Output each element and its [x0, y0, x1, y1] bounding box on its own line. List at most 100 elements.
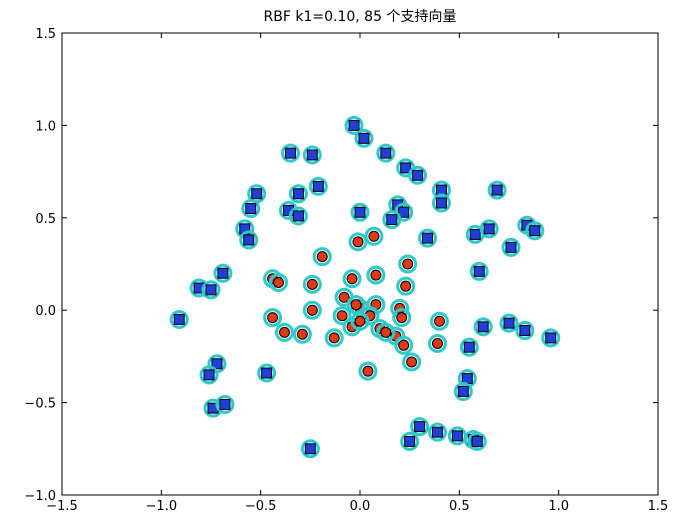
circle-point — [370, 269, 382, 281]
square-point — [545, 332, 557, 344]
support-vector-ring — [408, 165, 428, 185]
square-point — [505, 241, 517, 253]
square-point — [503, 317, 515, 329]
square-point — [205, 284, 217, 296]
circle-point — [336, 310, 348, 322]
circle-point — [296, 328, 308, 340]
square-point — [519, 325, 531, 337]
square-point — [203, 369, 215, 381]
support-vector-ring — [453, 382, 473, 402]
circle-point — [398, 339, 410, 351]
square-point — [529, 225, 541, 237]
circle-point — [433, 315, 445, 327]
support-vector-ring — [302, 300, 322, 320]
square-point — [491, 184, 503, 196]
circle-point — [338, 291, 350, 303]
support-vector-ring — [376, 143, 396, 163]
circle-point — [362, 365, 374, 377]
x-tick-label: −0.5 — [245, 499, 277, 514]
support-vector-ring — [342, 269, 362, 289]
support-vector-ring — [324, 328, 344, 348]
square-point — [251, 188, 263, 200]
x-tick-label: 1.5 — [648, 499, 669, 514]
support-vector-ring — [213, 263, 233, 283]
square-point — [483, 223, 495, 235]
square-point — [217, 267, 229, 279]
square-point — [312, 180, 324, 192]
circle-point — [380, 326, 392, 338]
circle-point — [306, 304, 318, 316]
support-vector-ring — [302, 145, 322, 165]
support-vector-ring — [257, 363, 277, 383]
support-vector-ring — [346, 295, 366, 315]
y-tick-label: 0.0 — [35, 304, 56, 319]
square-point — [400, 162, 412, 174]
support-vector-ring — [501, 237, 521, 257]
support-vector-ring — [288, 206, 308, 226]
square-point — [477, 321, 489, 333]
support-vector-ring — [354, 128, 374, 148]
support-vector-ring — [473, 317, 493, 337]
support-vector-ring — [239, 230, 259, 250]
y-tick-label: −1.0 — [24, 489, 56, 504]
support-vector-ring — [382, 210, 402, 230]
square-point — [261, 367, 273, 379]
square-point — [463, 341, 475, 353]
circle-point — [406, 356, 418, 368]
support-vector-ring — [280, 143, 300, 163]
square-point — [380, 147, 392, 159]
support-vector-ring — [427, 422, 447, 442]
support-vector-ring — [541, 328, 561, 348]
support-vector-ring — [515, 321, 535, 341]
support-vector-ring — [348, 232, 368, 252]
support-vector-ring — [400, 431, 420, 451]
circle-point — [354, 315, 366, 327]
support-vector-ring — [300, 439, 320, 459]
support-vector-ring — [479, 219, 499, 239]
square-point — [358, 132, 370, 144]
support-vector-ring — [350, 311, 370, 331]
square-point — [435, 197, 447, 209]
square-point — [243, 234, 255, 246]
support-vector-ring — [275, 322, 295, 342]
support-vector-ring — [199, 365, 219, 385]
x-tick-label: −1.5 — [46, 499, 78, 514]
square-point — [211, 358, 223, 370]
square-point — [354, 206, 366, 218]
x-tick-label: 1.0 — [548, 499, 569, 514]
square-point — [469, 228, 481, 240]
support-vector-ring — [431, 193, 451, 213]
circle-point — [306, 278, 318, 290]
support-vector-ring — [418, 228, 438, 248]
x-tick-label: 0.5 — [449, 499, 470, 514]
support-vector-ring — [467, 431, 487, 451]
support-vector-ring — [459, 337, 479, 357]
support-vector-ring — [169, 309, 189, 329]
square-point — [348, 119, 360, 131]
support-vector-ring — [292, 324, 312, 344]
chart-title: RBF k1=0.10, 85 个支持向量 — [264, 9, 457, 25]
support-vector-ring — [398, 254, 418, 274]
plot-marks — [169, 115, 561, 459]
support-vector-ring — [269, 272, 289, 292]
x-tick-label: 0.0 — [350, 499, 371, 514]
square-point — [404, 435, 416, 447]
support-vector-ring — [427, 333, 447, 353]
support-vector-ring — [376, 322, 396, 342]
y-tick-label: 1.5 — [35, 27, 56, 42]
circle-point — [396, 312, 408, 324]
square-point — [386, 214, 398, 226]
support-vector-ring — [392, 308, 412, 328]
circle-point — [400, 280, 412, 292]
circle-point — [273, 276, 285, 288]
support-vector-ring — [366, 265, 386, 285]
support-vector-ring — [487, 180, 507, 200]
support-vector-ring — [350, 202, 370, 222]
square-point — [173, 313, 185, 325]
circle-point — [402, 258, 414, 270]
square-point — [471, 435, 483, 447]
circle-point — [368, 230, 380, 242]
support-vector-ring — [410, 417, 430, 437]
plot-frame — [61, 32, 659, 496]
